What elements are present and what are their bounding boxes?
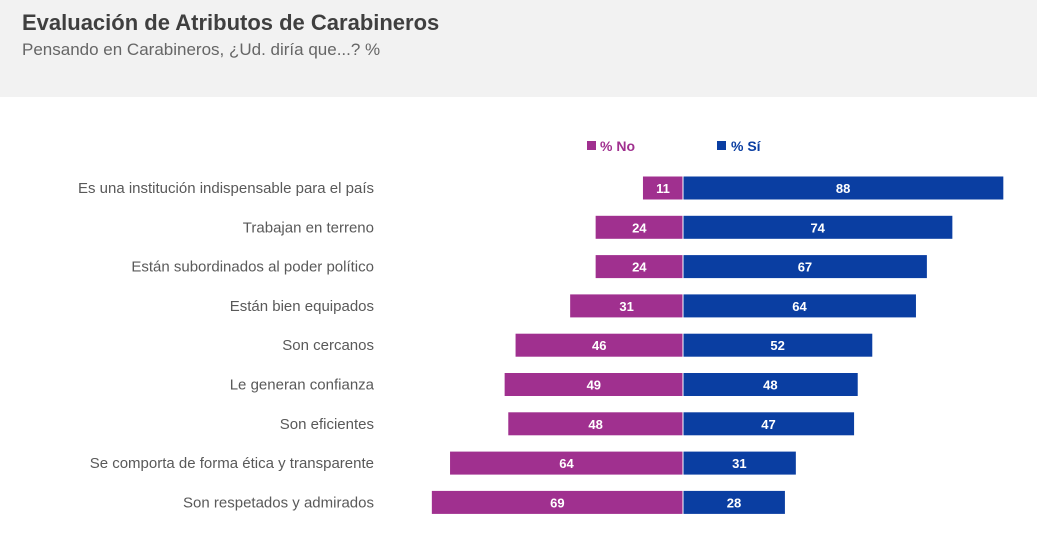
bar-no [515,333,683,357]
category-label: Están subordinados al poder político [131,259,374,276]
legend-swatch-si [717,141,726,150]
data-label-si: 47 [761,417,775,432]
bar-si [683,451,796,475]
data-label-si: 52 [770,338,784,353]
data-label-si: 31 [732,456,746,471]
category-label: Son cercanos [282,337,374,354]
bar-no [595,255,683,279]
category-label: Es una institución indispensable para el… [78,180,374,197]
diverging-bar-chart: % No % Sí Es una institución indispensable… [78,138,1004,516]
bar-si [683,255,927,279]
bar-si [683,490,785,514]
category-label: Le generan confianza [230,377,375,394]
data-label-no: 64 [559,456,574,471]
data-label-no: 49 [587,378,601,393]
data-label-no: 24 [632,220,647,235]
legend-label-no: % No [600,138,635,154]
bar-si [683,373,858,396]
bar-no [431,490,683,514]
data-label-si: 64 [792,299,807,314]
bar-no [508,412,683,436]
bar-no [595,215,683,239]
category-label: Son respetados y admirados [183,494,374,511]
data-label-si: 28 [727,495,741,510]
bar-no [570,294,683,318]
bar-si [683,412,855,436]
bar-si [683,333,873,357]
data-label-no: 48 [588,417,602,432]
data-label-no: 11 [656,181,670,196]
legend-label-si: % Sí [731,138,762,154]
data-label-no: 46 [592,338,606,353]
bar-si [683,215,953,239]
category-label: Son eficientes [280,416,374,433]
bar-si [683,176,1004,200]
header: Evaluación de Atributos de Carabineros P… [0,0,1037,97]
category-label: Trabajan en terreno [243,219,374,236]
legend-swatch-no [587,141,596,150]
data-label-si: 48 [763,378,777,393]
chart-title: Evaluación de Atributos de Carabineros [22,10,440,35]
category-label: Están bien equipados [230,298,374,315]
data-label-si: 88 [836,181,850,196]
bar-si [683,294,916,318]
bar-no [642,176,683,200]
category-label: Se comporta de forma ética y transparent… [90,455,374,472]
data-label-si: 67 [798,260,812,275]
bar-no [450,451,683,475]
data-label-no: 24 [632,260,647,275]
data-label-no: 69 [550,495,564,510]
data-label-no: 31 [619,299,633,314]
bar-no [504,373,683,396]
chart-subtitle: Pensando en Carabineros, ¿Ud. diría que.… [22,40,381,59]
data-label-si: 74 [810,220,825,235]
